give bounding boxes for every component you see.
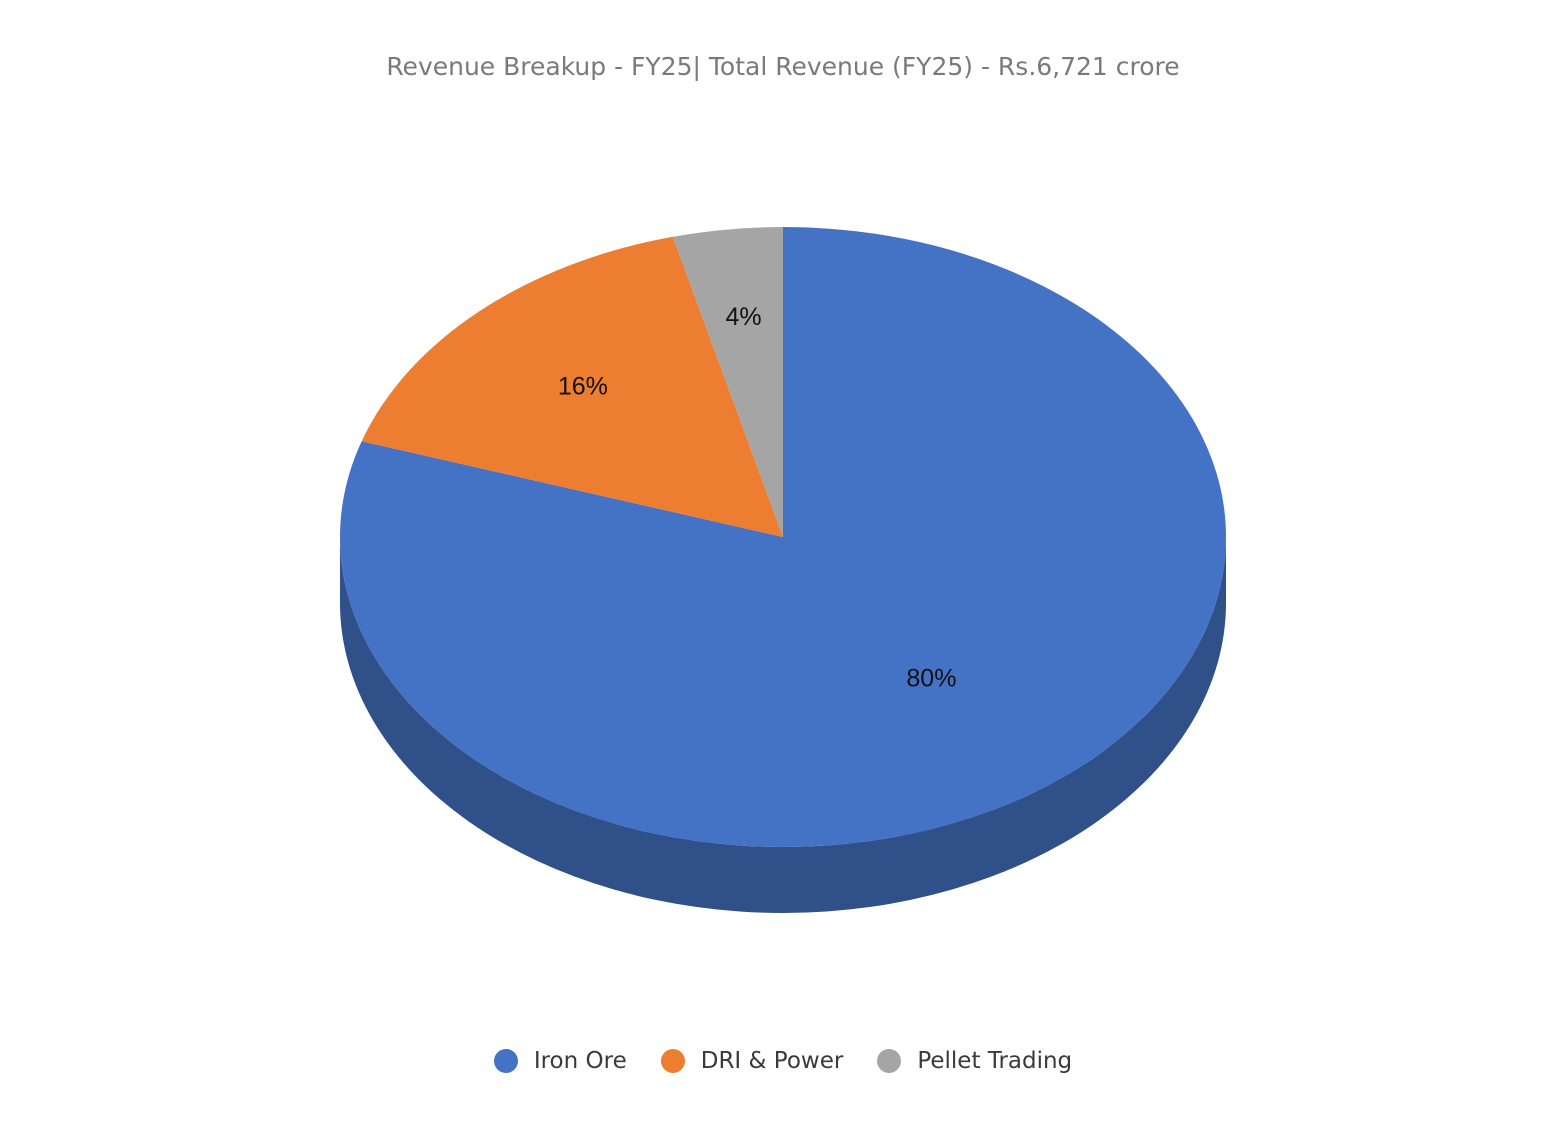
data-label-pellet-trading: 4% [726,303,762,331]
pie-data-labels: 80% 16% 4% [558,303,957,692]
legend-label-iron-ore: Iron Ore [533,1048,627,1074]
legend-swatch-iron-ore [493,1049,518,1073]
legend-label-dri-power: DRI & Power [700,1048,844,1074]
legend-item-pellet-trading[interactable]: Pellet Trading [877,1048,1072,1074]
legend-swatch-pellet-trading [877,1049,902,1073]
pie-side-wall [340,537,1226,913]
pie-side [340,537,1226,913]
legend: Iron Ore DRI & Power Pellet Trading [0,1048,1566,1074]
data-label-dri-power: 16% [558,372,608,400]
legend-label-pellet-trading: Pellet Trading [917,1048,1073,1074]
pie-slice-pellet-trading[interactable] [672,227,783,537]
pie-slices [340,227,1227,847]
chart-title: Revenue Breakup - FY25| Total Revenue (F… [386,52,1180,81]
pie-slice-dri-power[interactable] [361,236,783,537]
legend-item-iron-ore[interactable]: Iron Ore [493,1048,627,1074]
data-label-iron-ore: 80% [906,665,956,693]
legend-item-dri-power[interactable]: DRI & Power [660,1048,844,1074]
legend-swatch-dri-power [660,1049,685,1073]
